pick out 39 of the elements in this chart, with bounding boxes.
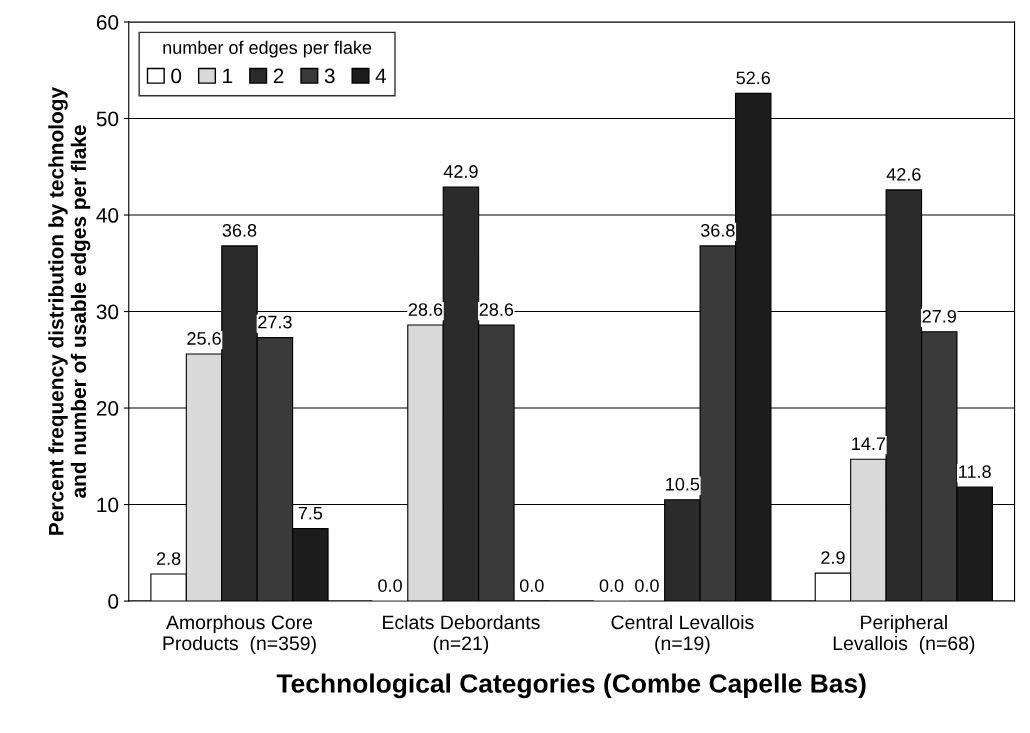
y-tick-label: 40	[96, 208, 119, 223]
data-label: 0.0	[599, 579, 624, 592]
y-tick-label: 50	[96, 111, 119, 127]
data-label: 11.8	[959, 465, 991, 479]
y-axis-title: Percent frequency distribution by technology and number of usable edges per flake	[48, 87, 91, 535]
legend-label: 2	[273, 68, 284, 84]
data-label: 2.8	[156, 552, 181, 565]
data-label: 36.8	[700, 223, 735, 237]
data-label: 14.7	[852, 437, 886, 450]
y-tick-label: 30	[96, 304, 119, 320]
data-label: 0.0	[378, 579, 402, 592]
data-label: 36.8	[222, 223, 257, 237]
y-tick-label: 10	[97, 497, 119, 513]
data-label: 52.6	[736, 71, 771, 85]
legend-title: number of edges per flake	[163, 40, 372, 58]
data-label: 0.0	[635, 579, 659, 592]
legend-label: 4	[375, 68, 387, 84]
y-tick-label: 0	[108, 594, 119, 609]
data-label: 0.0	[519, 579, 544, 592]
x-tick-label: Amorphous Core Products (n=359)	[163, 614, 316, 655]
x-axis-title: Technological Categories (Combe Capelle Bas)	[276, 673, 866, 699]
data-label: 42.6	[886, 168, 921, 181]
data-label: 27.9	[922, 309, 956, 323]
legend-label: 0	[171, 68, 182, 84]
x-tick-label: Peripheral Levallois (n=68)	[833, 614, 975, 655]
data-label: 2.9	[821, 551, 845, 564]
data-label: 28.6	[479, 303, 514, 316]
y-tick-label: 20	[96, 401, 119, 416]
legend-label: 3	[324, 68, 335, 84]
x-tick-label: Central Levallois (n=19)	[611, 614, 754, 655]
data-label: 28.6	[408, 303, 443, 316]
data-label: 42.9	[443, 165, 478, 178]
data-label: 7.5	[298, 506, 323, 520]
data-label: 25.6	[187, 332, 221, 345]
y-tick-label: 60	[96, 14, 119, 30]
legend-label: 1	[223, 68, 233, 84]
data-label: 10.5	[666, 477, 700, 491]
x-tick-label: Eclats Debordants (n=21)	[383, 614, 540, 655]
data-label: 27.3	[258, 315, 292, 329]
